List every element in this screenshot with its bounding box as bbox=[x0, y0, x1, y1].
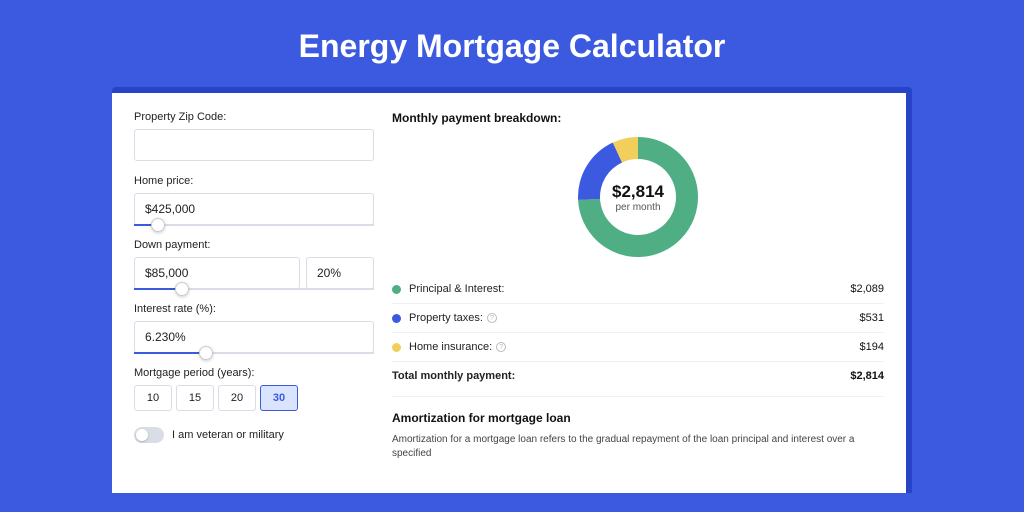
legend-label: Property taxes:? bbox=[409, 312, 860, 324]
breakdown-legend: Principal & Interest:$2,089Property taxe… bbox=[392, 275, 884, 390]
page-title: Energy Mortgage Calculator bbox=[299, 28, 726, 65]
veteran-label: I am veteran or military bbox=[172, 429, 284, 441]
down-percent-input[interactable] bbox=[306, 257, 374, 289]
zip-field: Property Zip Code: bbox=[134, 111, 374, 161]
info-icon[interactable]: ? bbox=[487, 313, 497, 323]
price-slider-thumb[interactable] bbox=[151, 218, 165, 232]
period-option-10[interactable]: 10 bbox=[134, 385, 172, 411]
amortization-text: Amortization for a mortgage loan refers … bbox=[392, 433, 884, 461]
legend-label: Home insurance:? bbox=[409, 341, 860, 353]
rate-slider-thumb[interactable] bbox=[199, 346, 213, 360]
legend-label: Principal & Interest: bbox=[409, 283, 850, 295]
legend-dot bbox=[392, 343, 401, 352]
rate-label: Interest rate (%): bbox=[134, 303, 374, 315]
price-input[interactable] bbox=[134, 193, 374, 225]
period-label: Mortgage period (years): bbox=[134, 367, 374, 379]
veteran-toggle[interactable] bbox=[134, 427, 164, 443]
legend-total-row: Total monthly payment:$2,814 bbox=[392, 362, 884, 390]
legend-value: $2,089 bbox=[850, 283, 884, 295]
amortization-section: Amortization for mortgage loan Amortizat… bbox=[392, 396, 884, 461]
down-slider-thumb[interactable] bbox=[175, 282, 189, 296]
zip-input[interactable] bbox=[134, 129, 374, 161]
rate-slider-fill bbox=[134, 352, 206, 354]
period-option-30[interactable]: 30 bbox=[260, 385, 298, 411]
down-label: Down payment: bbox=[134, 239, 374, 251]
donut-center-sub: per month bbox=[615, 202, 660, 213]
legend-row: Property taxes:?$531 bbox=[392, 304, 884, 333]
legend-row: Principal & Interest:$2,089 bbox=[392, 275, 884, 304]
calculator-card: Property Zip Code: Home price: Down paym… bbox=[112, 93, 906, 493]
price-field: Home price: bbox=[134, 175, 374, 225]
total-value: $2,814 bbox=[850, 370, 884, 382]
down-field: Down payment: bbox=[134, 239, 374, 289]
legend-value: $531 bbox=[860, 312, 884, 324]
veteran-row: I am veteran or military bbox=[134, 427, 374, 443]
info-icon[interactable]: ? bbox=[496, 342, 506, 352]
down-amount-input[interactable] bbox=[134, 257, 300, 289]
legend-row: Home insurance:?$194 bbox=[392, 333, 884, 362]
legend-dot bbox=[392, 285, 401, 294]
price-label: Home price: bbox=[134, 175, 374, 187]
rate-field: Interest rate (%): bbox=[134, 303, 374, 353]
zip-label: Property Zip Code: bbox=[134, 111, 374, 123]
form-panel: Property Zip Code: Home price: Down paym… bbox=[134, 111, 374, 493]
period-option-20[interactable]: 20 bbox=[218, 385, 256, 411]
amortization-title: Amortization for mortgage loan bbox=[392, 411, 884, 425]
rate-input[interactable] bbox=[134, 321, 374, 353]
breakdown-heading: Monthly payment breakdown: bbox=[392, 111, 884, 125]
price-slider-track[interactable] bbox=[134, 224, 374, 226]
total-label: Total monthly payment: bbox=[392, 370, 850, 382]
donut-center-value: $2,814 bbox=[612, 182, 664, 202]
payment-donut-chart: $2,814 per month bbox=[578, 137, 698, 257]
legend-dot bbox=[392, 314, 401, 323]
breakdown-panel: Monthly payment breakdown: $2,814 per mo… bbox=[392, 111, 884, 493]
period-option-15[interactable]: 15 bbox=[176, 385, 214, 411]
period-field: Mortgage period (years): 10152030 bbox=[134, 367, 374, 411]
legend-value: $194 bbox=[860, 341, 884, 353]
